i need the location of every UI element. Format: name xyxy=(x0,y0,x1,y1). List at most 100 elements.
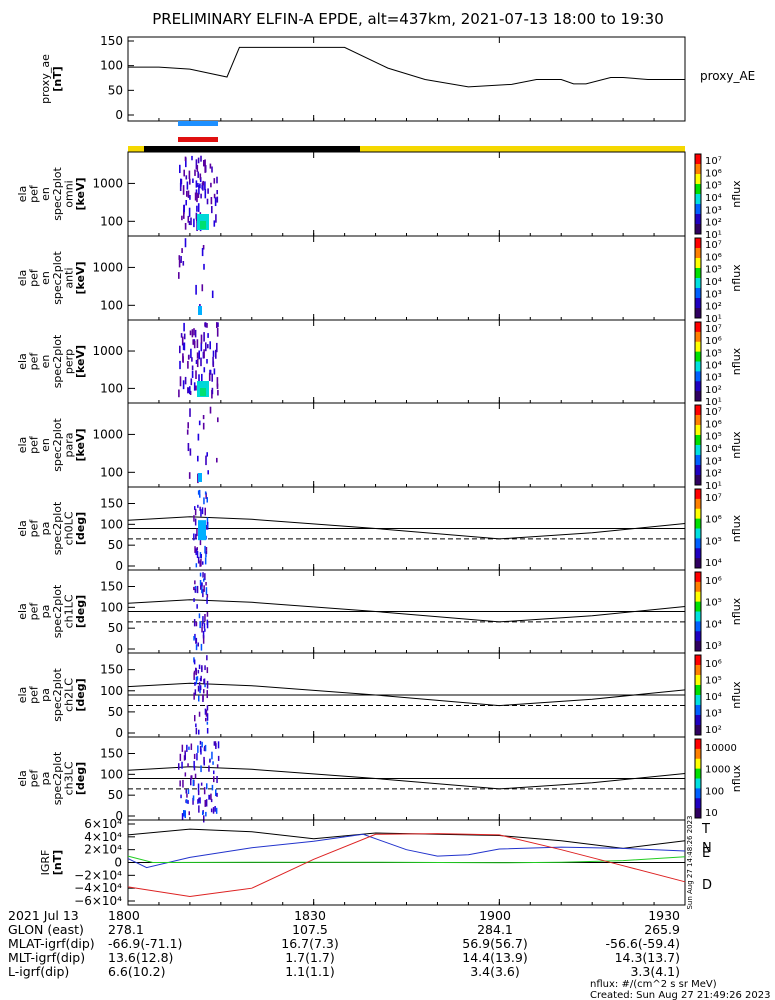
colorbar-segment xyxy=(695,258,701,269)
spec-pixel xyxy=(184,223,187,230)
colorbar-label: nflux xyxy=(730,681,743,709)
spec-pixel xyxy=(204,322,207,328)
footer-row-label: GLON (east) xyxy=(8,922,84,937)
y-tick-label: 100 xyxy=(100,59,123,73)
colorbar-segment xyxy=(695,154,701,165)
pa-pixel xyxy=(193,586,195,591)
footer-value: 16.7(7.3) xyxy=(281,936,338,951)
colorbar: 10⁶ 10⁵ 10⁴ 10³ nflux xyxy=(694,571,743,652)
pa-pixel xyxy=(188,811,190,816)
igrf-series-D xyxy=(127,833,686,898)
pa-pixel xyxy=(194,518,197,526)
pa-pixel xyxy=(205,587,208,595)
pa-pixel xyxy=(193,692,195,700)
pa-pixel xyxy=(198,805,200,813)
pa-pixel xyxy=(213,776,215,783)
pa-pixel xyxy=(205,547,208,551)
igrf-series-E xyxy=(127,855,686,864)
pa-pixel xyxy=(186,793,188,798)
spec-pixel xyxy=(211,206,213,214)
pa-pixel xyxy=(191,775,193,779)
pa-pixel xyxy=(205,709,208,717)
spec-pixel xyxy=(204,188,207,199)
spec-pixel xyxy=(196,359,199,368)
spec-pixel xyxy=(195,385,197,391)
spec-pixel xyxy=(210,197,213,205)
pa-pixel xyxy=(202,589,204,598)
spec-pixel xyxy=(199,183,201,189)
y-axis-label: anti xyxy=(62,267,75,288)
colorbar-tick-label: 10³ xyxy=(705,373,722,384)
colorbar-tick-label: 10000 xyxy=(705,743,737,754)
footer-value: -56.6(-59.4) xyxy=(606,936,680,951)
colorbar-segment xyxy=(695,695,701,706)
pa-pixel xyxy=(199,552,202,558)
y-axis-label: [deg] xyxy=(74,678,87,711)
pa-pixel xyxy=(204,683,206,688)
pa-pixel xyxy=(203,623,206,629)
colorbar-frame xyxy=(694,404,702,486)
pa-pixel xyxy=(204,545,206,554)
colorbar-tick-label: 10¹ xyxy=(705,230,722,241)
pa-pixel xyxy=(198,489,201,496)
y-tick-label: 150 xyxy=(100,497,123,511)
footer-value: 107.5 xyxy=(292,922,328,937)
pa-pixel xyxy=(203,787,206,795)
pa-pixel xyxy=(201,582,203,587)
spec-pixel xyxy=(178,272,180,279)
spec-pixel xyxy=(178,259,181,268)
y-tick-label: 4×10⁴ xyxy=(84,830,122,844)
pa-pixel xyxy=(197,783,200,792)
spec-pixel xyxy=(203,332,205,342)
spec-pixel xyxy=(197,473,199,484)
pa-pixel xyxy=(193,598,195,602)
spec-pixel xyxy=(216,327,219,337)
y-axis-label: omni xyxy=(62,180,75,207)
y-tick-label: 100 xyxy=(100,214,123,228)
pa-pixel xyxy=(197,642,199,647)
colorbar-tick-label: 10³ xyxy=(705,709,722,720)
colorbar-tick-label: 10³ xyxy=(705,456,722,467)
pa-pixel xyxy=(206,597,208,604)
pa-pixel xyxy=(202,630,205,637)
spec-pixel xyxy=(187,443,190,452)
pa-pixel xyxy=(179,753,182,761)
pa-pixel xyxy=(178,763,180,770)
colorbar-tick-label: 10 xyxy=(705,808,718,819)
spec-pixel xyxy=(206,359,208,364)
y-tick-label: −2×10⁴ xyxy=(74,868,122,882)
pa-pixel xyxy=(183,810,185,817)
y-tick-label: 150 xyxy=(100,747,123,761)
spec-pixel xyxy=(185,157,187,168)
spec-pixel xyxy=(207,344,209,349)
pa-pixel xyxy=(203,678,206,685)
pa-pixel xyxy=(193,760,195,769)
colorbar-label: nflux xyxy=(730,264,743,292)
pa-pixel xyxy=(190,743,193,750)
pa-pixel xyxy=(195,667,197,672)
colorbar-segment xyxy=(695,641,701,652)
footer-value: 1.7(1.7) xyxy=(285,950,335,965)
pa-pixel xyxy=(203,578,205,582)
spec-pixel xyxy=(212,350,215,357)
colorbar-segment xyxy=(695,665,701,676)
pa-pixel xyxy=(202,616,204,624)
y-tick-label: 0 xyxy=(114,856,122,870)
spec-pixel xyxy=(204,164,206,173)
pa-pixel xyxy=(196,676,199,681)
colorbar-segment xyxy=(695,425,701,436)
colorbar-tick-label: 10⁷ xyxy=(705,493,722,504)
colorbar-segment xyxy=(695,288,701,299)
pa-pixel xyxy=(197,790,200,796)
pa-pixel xyxy=(198,711,201,717)
spec-pixel xyxy=(211,387,214,395)
pa-pixel xyxy=(179,780,181,787)
spec-pixel xyxy=(179,182,182,191)
y-tick-label: 50 xyxy=(108,788,123,802)
spec-pixel xyxy=(216,322,218,328)
spec-pixel xyxy=(216,383,219,389)
pa-pixel xyxy=(196,547,198,551)
pa-pixel xyxy=(215,807,218,814)
pa-pixel xyxy=(194,589,197,593)
y-axis-label: en xyxy=(39,187,52,201)
